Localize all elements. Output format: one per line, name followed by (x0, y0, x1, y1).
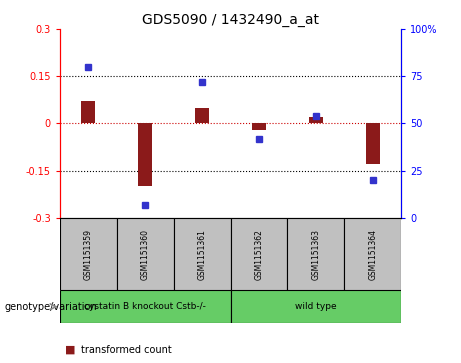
Text: cystatin B knockout Cstb-/-: cystatin B knockout Cstb-/- (84, 302, 206, 311)
Text: GSM1151364: GSM1151364 (368, 229, 377, 280)
Text: GSM1151359: GSM1151359 (84, 229, 93, 280)
Bar (195, 108, 209, 123)
Bar (138, 123, 152, 186)
Text: GSM1151360: GSM1151360 (141, 229, 150, 280)
Bar (230, 290, 401, 323)
Bar (117, 218, 174, 290)
Text: wild type: wild type (295, 302, 337, 311)
Bar (252, 123, 266, 130)
Text: genotype/variation: genotype/variation (5, 302, 97, 312)
Bar (366, 123, 380, 164)
Bar (344, 218, 401, 290)
Bar (60, 218, 117, 290)
Text: transformed count: transformed count (81, 345, 171, 355)
Bar (230, 218, 287, 290)
Bar (81, 101, 95, 123)
Bar (287, 218, 344, 290)
Bar (60, 290, 230, 323)
Text: GSM1151362: GSM1151362 (254, 229, 263, 280)
Bar (174, 218, 230, 290)
Text: GSM1151361: GSM1151361 (198, 229, 207, 280)
Bar (309, 117, 323, 123)
Text: ■: ■ (65, 345, 75, 355)
Text: GSM1151363: GSM1151363 (311, 229, 320, 280)
Title: GDS5090 / 1432490_a_at: GDS5090 / 1432490_a_at (142, 13, 319, 26)
